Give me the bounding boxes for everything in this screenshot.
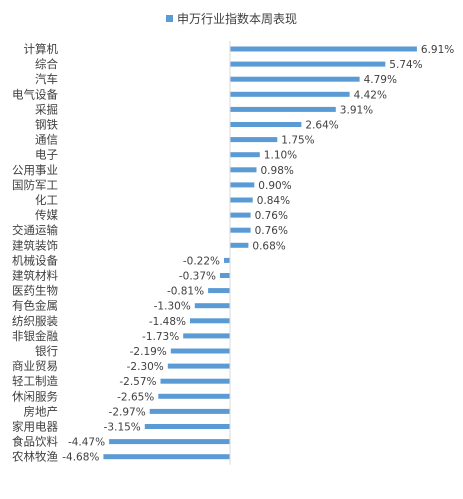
- bar: [220, 273, 230, 278]
- category-label: 电子: [35, 148, 58, 162]
- data-label: -0.37%: [179, 271, 216, 283]
- data-label: 0.76%: [255, 225, 288, 237]
- category-label: 银行: [35, 344, 58, 358]
- data-label: 6.91%: [421, 44, 454, 56]
- data-label: 4.79%: [364, 74, 397, 86]
- bar: [230, 212, 251, 218]
- data-label: -1.73%: [142, 331, 179, 343]
- category-label: 医药生物: [12, 284, 58, 298]
- category-label: 房地产: [24, 404, 59, 418]
- data-label: -0.81%: [167, 286, 204, 298]
- data-label: 0.90%: [258, 180, 291, 192]
- category-label: 家用电器: [12, 420, 58, 434]
- legend-swatch: [165, 15, 173, 22]
- category-label: 商业贸易: [12, 359, 58, 373]
- data-label: 0.84%: [257, 195, 290, 207]
- bar: [230, 46, 417, 52]
- data-label: -4.47%: [68, 437, 105, 449]
- data-label: -2.65%: [117, 391, 154, 403]
- bar: [230, 106, 336, 112]
- data-label: 1.10%: [264, 150, 297, 162]
- category-label: 非银金融: [12, 329, 58, 343]
- data-label: 0.76%: [255, 210, 288, 222]
- category-label: 有色金属: [12, 299, 58, 313]
- bar: [109, 439, 230, 445]
- bar: [183, 333, 230, 339]
- data-label: 1.75%: [281, 135, 314, 147]
- category-label: 采掘: [35, 102, 58, 116]
- chart-legend: 申万行业指数本周表现: [0, 10, 463, 27]
- bar: [190, 318, 230, 324]
- bar: [230, 197, 253, 203]
- bar: [194, 303, 230, 309]
- bar: [230, 122, 302, 127]
- category-label: 电气设备: [12, 87, 58, 101]
- data-label: -2.19%: [130, 346, 167, 358]
- category-label: 计算机: [24, 42, 59, 56]
- data-label: -4.68%: [62, 452, 99, 464]
- bar: [230, 242, 249, 248]
- category-label: 轻工制造: [12, 374, 58, 388]
- data-label: -2.30%: [127, 361, 164, 373]
- data-label: 3.91%: [340, 104, 373, 116]
- bar: [230, 167, 257, 173]
- bar: [230, 61, 386, 67]
- data-label: 0.98%: [261, 165, 294, 177]
- bar: [170, 348, 230, 354]
- bar: [230, 152, 260, 158]
- bar: [230, 182, 255, 188]
- data-label: 0.68%: [252, 240, 285, 252]
- bar: [103, 454, 230, 460]
- data-label: -3.15%: [104, 422, 141, 434]
- category-label: 农林牧渔: [12, 450, 58, 464]
- category-label: 综合: [35, 57, 58, 71]
- data-label: -2.57%: [119, 376, 156, 388]
- bar: [230, 227, 251, 233]
- bar: [224, 257, 230, 263]
- category-label: 钢铁: [35, 118, 58, 132]
- category-label: 食品饮料: [12, 435, 58, 449]
- category-label: 建筑装饰: [12, 238, 58, 252]
- bar: [158, 393, 230, 399]
- bar: [149, 408, 230, 414]
- category-label: 建筑材料: [12, 269, 58, 283]
- category-label: 化工: [35, 193, 58, 207]
- data-label: -1.48%: [149, 316, 186, 328]
- data-label: 4.42%: [354, 89, 387, 101]
- category-label: 通信: [35, 133, 58, 147]
- data-label: -0.22%: [183, 255, 220, 267]
- bar: [208, 288, 230, 294]
- bar: [230, 76, 360, 82]
- category-label: 机械设备: [12, 253, 58, 267]
- bar: [230, 137, 278, 143]
- legend-label: 申万行业指数本周表现: [176, 12, 297, 26]
- data-label: 2.64%: [305, 120, 338, 132]
- category-label: 交通运输: [12, 223, 58, 237]
- category-label: 汽车: [35, 72, 58, 86]
- category-label: 休闲服务: [12, 389, 58, 403]
- data-label: -2.97%: [109, 406, 146, 418]
- data-label: 5.74%: [389, 59, 422, 71]
- bar: [160, 378, 230, 384]
- bar: [167, 363, 230, 369]
- category-label: 纺织服装: [12, 314, 58, 328]
- category-label: 传媒: [35, 208, 58, 222]
- bar: [230, 91, 350, 97]
- category-label: 国防军工: [12, 178, 58, 192]
- category-label: 公用事业: [12, 163, 58, 177]
- data-label: -1.30%: [154, 301, 191, 313]
- bar: [144, 424, 230, 429]
